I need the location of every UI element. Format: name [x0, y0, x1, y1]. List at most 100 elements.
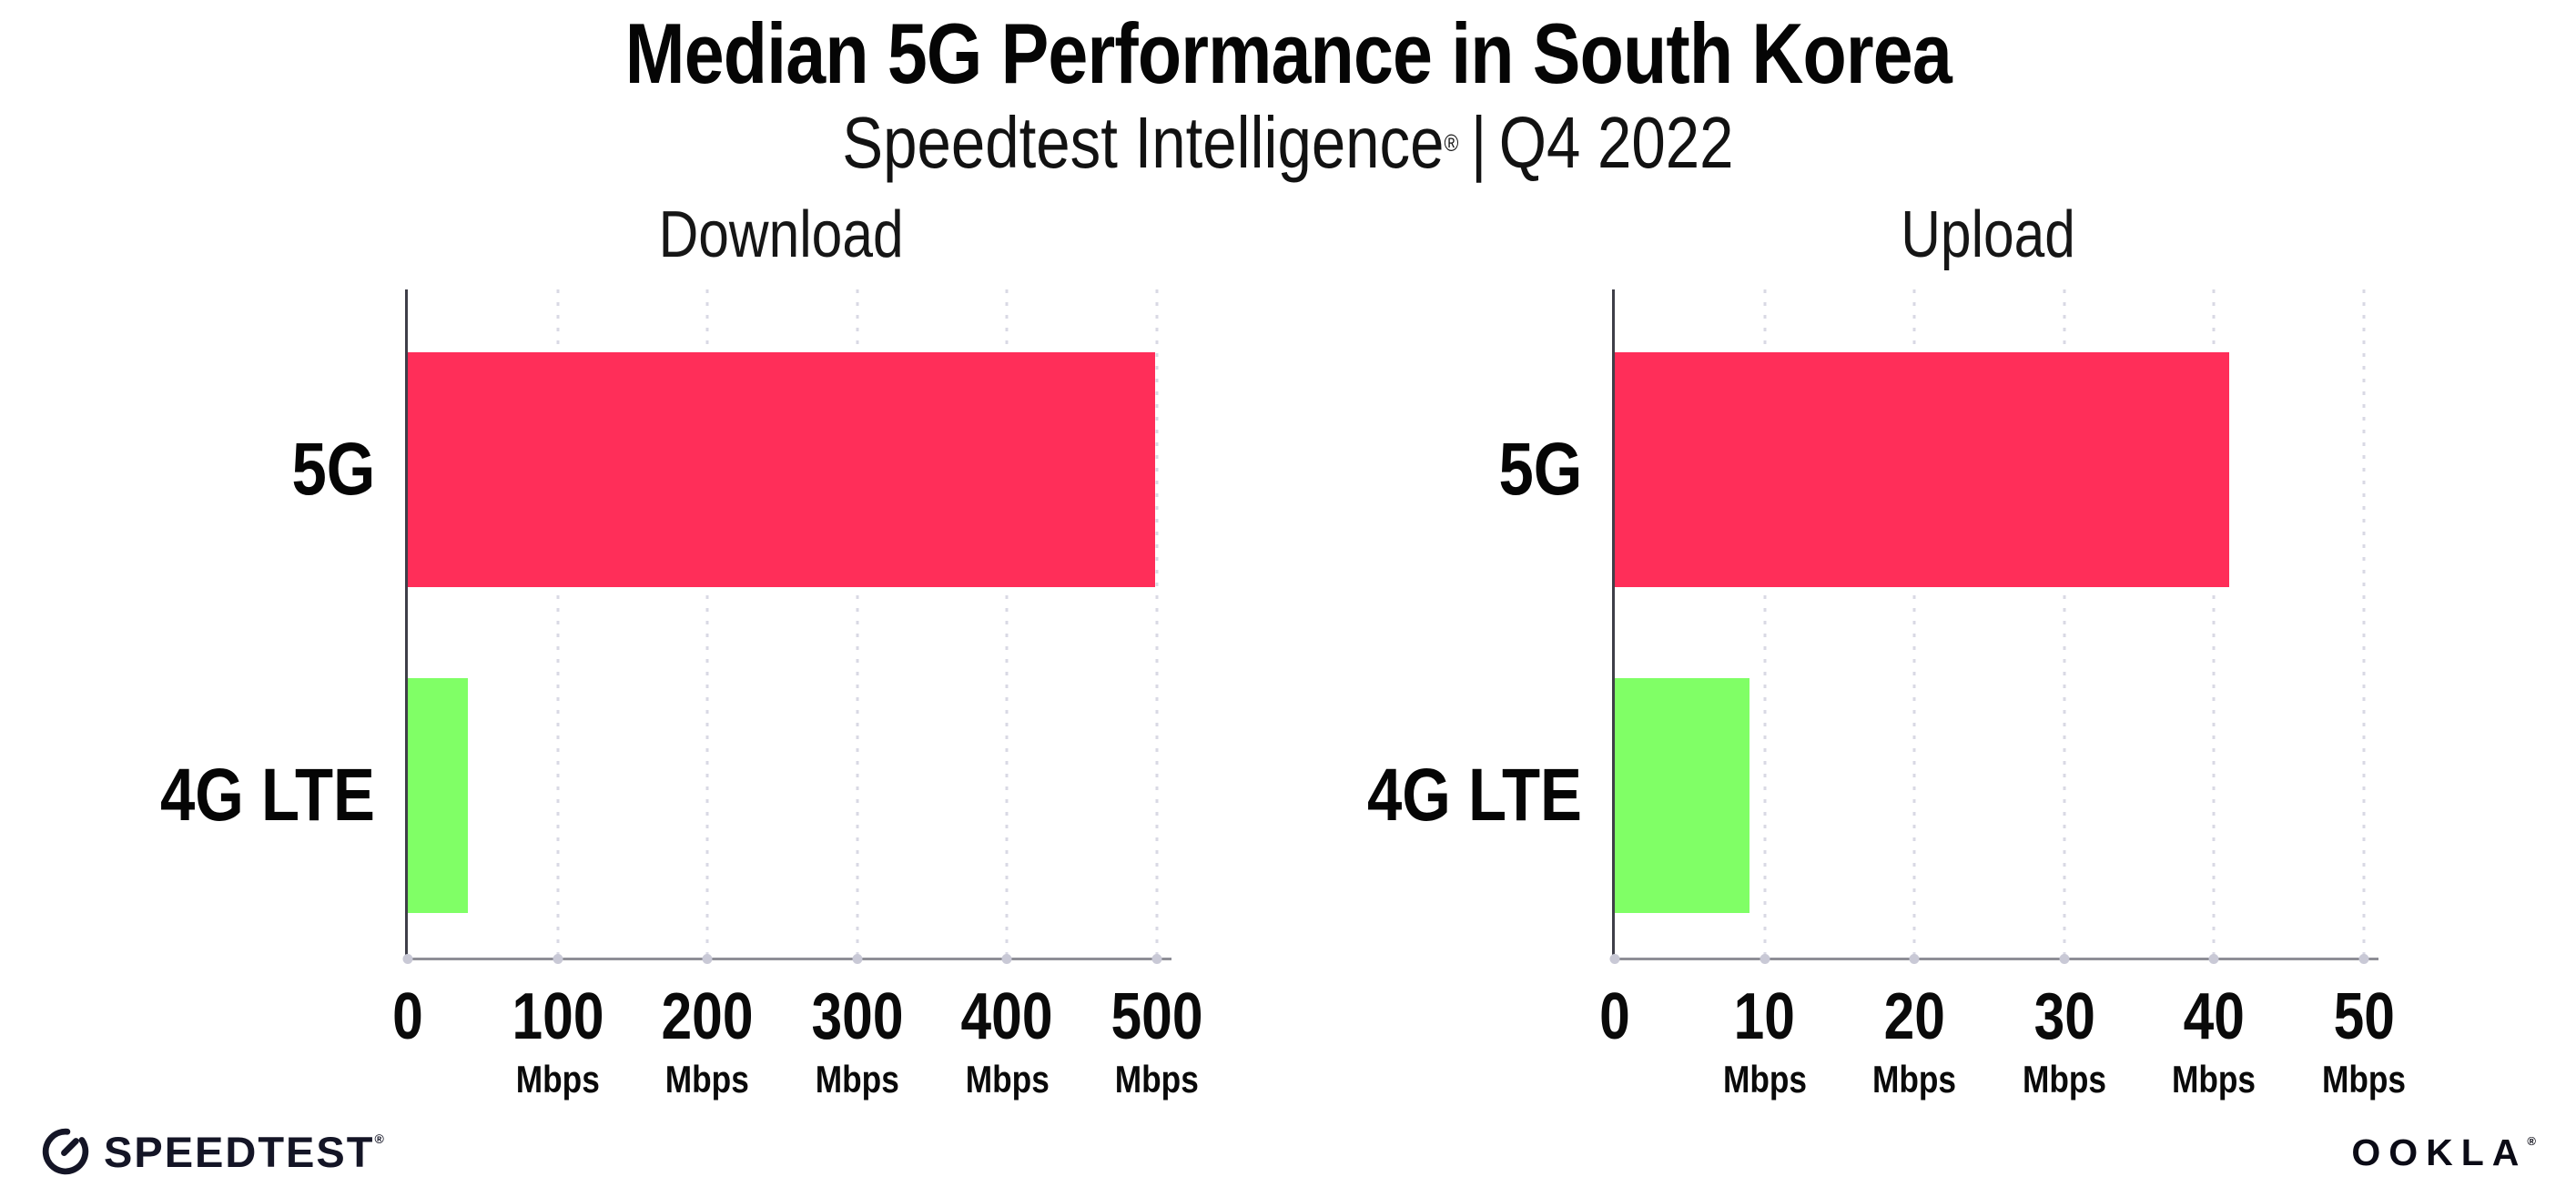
tick-dot-upload-30 — [2059, 954, 2070, 964]
ookla-registered-mark-icon: ® — [2527, 1134, 2536, 1148]
download-chart-title: Download — [405, 202, 1157, 268]
tick-dot-download-500 — [1151, 954, 1162, 964]
tick-number: 50 — [2314, 984, 2414, 1050]
category-label-text: 4G LTE — [1366, 754, 1582, 837]
gridline-upload-50 — [2362, 289, 2366, 959]
tick-number-text: 30 — [2033, 980, 2095, 1053]
tick-unit-text: Mbps — [2172, 1058, 2257, 1101]
tick-unit-label: Mbps — [2314, 1060, 2414, 1099]
tick-unit-label: Mbps — [1864, 1060, 1964, 1099]
tick-unit-text: Mbps — [665, 1058, 750, 1101]
x-axis-line-upload — [1612, 958, 2378, 960]
tick-unit-label: Mbps — [1715, 1060, 1815, 1099]
header: Median 5G Performance in South Korea Spe… — [0, 0, 2576, 181]
tick-dot-upload-40 — [2208, 954, 2219, 964]
category-label-4g-lte-download: 4G LTE — [119, 758, 375, 833]
bar-4g-lte-download — [408, 678, 468, 913]
tick-dot-download-300 — [852, 954, 863, 964]
tick-number: 400 — [952, 984, 1061, 1050]
category-label-text: 4G LTE — [159, 754, 375, 837]
tick-number: 20 — [1864, 984, 1964, 1050]
tick-number: 500 — [1102, 984, 1212, 1050]
tick-number-text: 0 — [392, 980, 423, 1053]
tick-number-text: 500 — [1111, 980, 1203, 1053]
category-label-4g-lte-upload: 4G LTE — [1326, 758, 1582, 833]
tick-number-text: 200 — [661, 980, 754, 1053]
tick-unit-text: Mbps — [965, 1058, 1050, 1101]
gridline-upload-20 — [1912, 289, 1916, 959]
tick-dot-upload-20 — [1909, 954, 1920, 964]
download-chart-plot: Download 0 100 Mbps 200 Mbps 300 Mbps 400 Mbps 50… — [160, 202, 1202, 1099]
tick-number: 30 — [2014, 984, 2115, 1050]
tick-label-download-100: 100 Mbps — [503, 984, 613, 1099]
tick-number-text: 50 — [2333, 980, 2395, 1053]
tick-label-download-300: 300 Mbps — [803, 984, 912, 1099]
gridline-download-500 — [1155, 289, 1159, 959]
tick-label-upload-20: 20 Mbps — [1864, 984, 1964, 1099]
ookla-logo: OOKLA® — [2351, 1134, 2536, 1172]
bar-5g-upload — [1615, 352, 2229, 587]
tick-number-text: 20 — [1883, 980, 1945, 1053]
subtitle-separator: | — [1470, 101, 1487, 183]
gridline-upload-40 — [2212, 289, 2216, 959]
subtitle-brand: Speedtest Intelligence — [842, 101, 1445, 183]
tick-number: 0 — [1597, 984, 1633, 1050]
tick-dot-upload-10 — [1760, 954, 1770, 964]
tick-label-upload-50: 50 Mbps — [2314, 984, 2414, 1099]
page-subtitle: Speedtest Intelligence® | Q4 2022 — [0, 101, 2576, 183]
tick-label-upload-40: 40 Mbps — [2165, 984, 2265, 1099]
gridline-download-100 — [556, 289, 560, 959]
registered-trademark-icon: ® — [1444, 130, 1459, 157]
tick-number: 300 — [803, 984, 912, 1050]
tick-label-download-500: 500 Mbps — [1102, 984, 1212, 1099]
category-label-text: 5G — [291, 428, 375, 511]
tick-unit-text: Mbps — [2321, 1058, 2407, 1101]
tick-dot-download-100 — [553, 954, 563, 964]
ookla-wordmark: OOKLA — [2351, 1131, 2528, 1173]
tick-dot-download-200 — [702, 954, 713, 964]
tick-unit-text: Mbps — [1114, 1058, 1200, 1101]
x-axis-line-download — [405, 958, 1171, 960]
tick-unit-label: Mbps — [1102, 1060, 1212, 1099]
tick-unit-label: Mbps — [803, 1060, 912, 1099]
tick-unit-text: Mbps — [2022, 1058, 2106, 1101]
upload-chart-title-text: Upload — [1901, 198, 2075, 271]
tick-number-text: 300 — [811, 980, 904, 1053]
tick-dot-download-400 — [1001, 954, 1012, 964]
gridline-download-400 — [1005, 289, 1009, 959]
bar-4g-lte-upload — [1615, 678, 1750, 913]
upload-chart-plot: Upload 0 10 Mbps 20 Mbps 30 Mbps 40 Mbps 50 Mbps 5G… — [1367, 202, 2406, 1099]
tick-number-text: 400 — [960, 980, 1053, 1053]
tick-unit-text: Mbps — [1872, 1058, 1957, 1101]
tick-number: 200 — [653, 984, 762, 1050]
gridline-download-300 — [856, 289, 859, 959]
tick-unit-label: Mbps — [952, 1060, 1061, 1099]
tick-unit-label: Mbps — [2165, 1060, 2265, 1099]
tick-unit-text: Mbps — [815, 1058, 899, 1101]
tick-label-upload-10: 10 Mbps — [1715, 984, 1815, 1099]
page-title: Median 5G Performance in South Korea — [0, 5, 2576, 101]
tick-label-upload-0: 0 — [1597, 984, 1633, 1050]
tick-unit-text: Mbps — [1722, 1058, 1807, 1101]
gridline-upload-10 — [1763, 289, 1767, 959]
speedtest-logo-text: SPEEDTEST® — [104, 1131, 386, 1173]
tick-number-text: 40 — [2183, 980, 2246, 1053]
page-title-text: Median 5G Performance in South Korea — [624, 5, 1952, 101]
tick-number-text: 0 — [1599, 980, 1630, 1053]
tick-number: 0 — [390, 984, 426, 1050]
gridline-download-200 — [705, 289, 709, 959]
tick-dot-download-0 — [402, 954, 413, 964]
speedtest-gauge-icon — [42, 1128, 89, 1175]
tick-number-text: 100 — [512, 980, 604, 1053]
speedtest-wordmark: SPEEDTEST — [104, 1127, 375, 1176]
speedtest-registered-mark-icon: ® — [374, 1131, 386, 1146]
download-chart-title-text: Download — [658, 198, 904, 271]
tick-number: 40 — [2165, 984, 2265, 1050]
category-label-5g-upload: 5G — [1483, 432, 1582, 507]
tick-number-text: 10 — [1733, 980, 1796, 1053]
tick-number: 100 — [503, 984, 613, 1050]
gridline-upload-30 — [2063, 289, 2066, 959]
bar-5g-download — [408, 352, 1156, 587]
tick-label-download-400: 400 Mbps — [952, 984, 1061, 1099]
tick-dot-upload-50 — [2358, 954, 2369, 964]
